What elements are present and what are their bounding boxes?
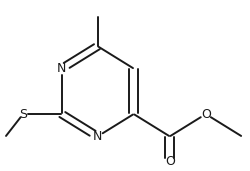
Text: O: O [165, 155, 175, 168]
Text: N: N [57, 62, 66, 75]
Text: S: S [19, 108, 27, 121]
Text: N: N [93, 130, 102, 143]
Text: O: O [201, 108, 211, 121]
